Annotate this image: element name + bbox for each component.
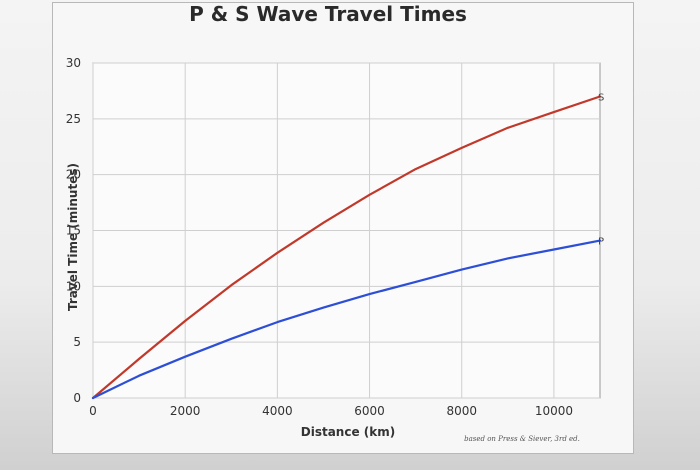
grid	[92, 62, 600, 399]
series-group: SP	[91, 93, 604, 400]
x-tick-label-0: 0	[89, 404, 97, 418]
y-axis-label: Travel Time (minutes)	[66, 163, 80, 311]
x-tick-label-3: 6000	[354, 404, 385, 418]
credit-note: based on Press & Siever, 3rd ed.	[464, 435, 580, 443]
series-label-S: S	[598, 93, 604, 104]
x-tick-label-2: 4000	[262, 404, 293, 418]
y-tick-label-0: 0	[73, 391, 81, 405]
x-tick-label-4: 8000	[446, 404, 477, 418]
series-line-P	[91, 239, 602, 400]
chart-title: P & S Wave Travel Times	[189, 2, 467, 26]
x-tick-label-5: 10000	[535, 404, 573, 418]
x-axis-label: Distance (km)	[301, 425, 395, 439]
y-tick-labels: 0 5 10 15 20 25 30	[66, 56, 81, 405]
y-tick-label-6: 30	[66, 56, 81, 70]
x-tick-labels: 0 2000 4000 6000 8000 10000	[89, 404, 573, 418]
y-tick-label-4: 20	[66, 168, 81, 182]
x-tick-label-1: 2000	[170, 404, 201, 418]
y-tick-label-5: 25	[66, 112, 81, 126]
series-line-S	[91, 95, 602, 400]
series-label-P: P	[598, 237, 604, 248]
y-tick-label-1: 5	[73, 335, 81, 349]
y-tick-label-3: 15	[66, 224, 81, 238]
y-tick-label-2: 10	[66, 279, 81, 293]
